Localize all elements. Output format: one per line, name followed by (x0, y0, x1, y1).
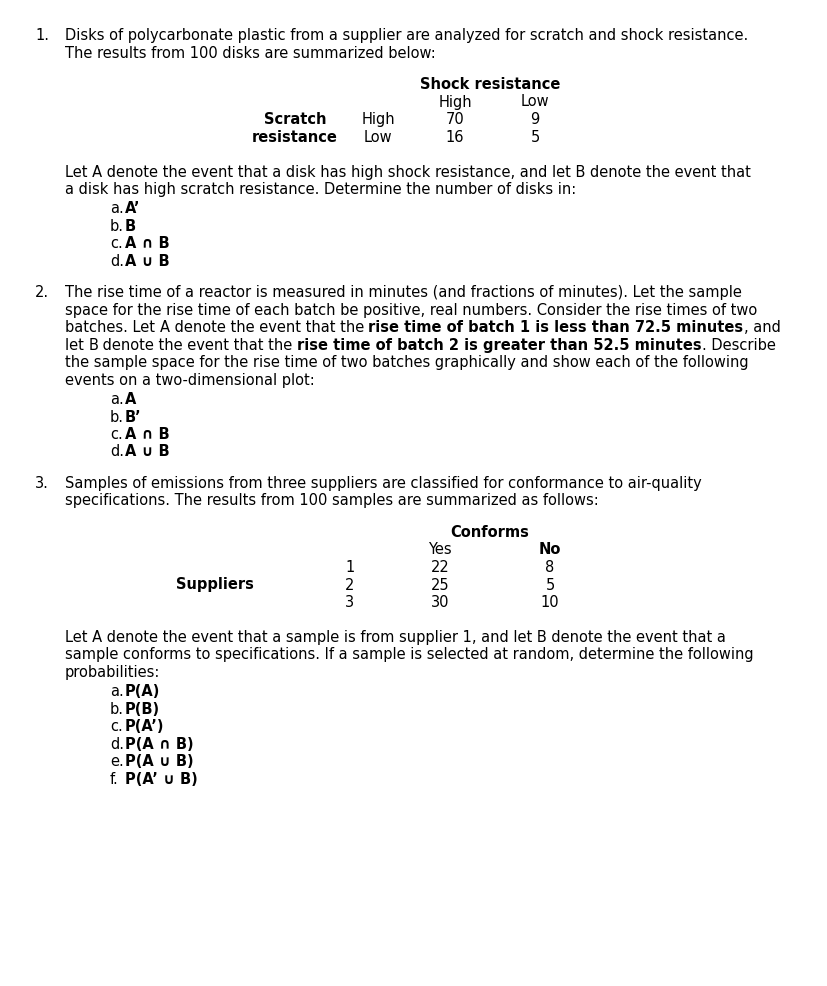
Text: A ∪ B: A ∪ B (125, 253, 170, 268)
Text: Low: Low (521, 95, 549, 109)
Text: High: High (361, 111, 394, 127)
Text: A ∩ B: A ∩ B (125, 236, 170, 251)
Text: probabilities:: probabilities: (65, 665, 160, 679)
Text: A ∩ B: A ∩ B (125, 427, 170, 442)
Text: d.: d. (110, 444, 124, 459)
Text: events on a two-dimensional plot:: events on a two-dimensional plot: (65, 373, 315, 387)
Text: 5: 5 (530, 129, 540, 144)
Text: b.: b. (110, 219, 124, 234)
Text: rise time of batch 1 is less than 72.5 minutes: rise time of batch 1 is less than 72.5 m… (369, 319, 743, 335)
Text: b.: b. (110, 409, 124, 424)
Text: a.: a. (110, 683, 124, 698)
Text: 1: 1 (346, 559, 355, 575)
Text: c.: c. (110, 236, 122, 251)
Text: Shock resistance: Shock resistance (420, 77, 560, 92)
Text: a.: a. (110, 391, 124, 406)
Text: 30: 30 (431, 595, 449, 609)
Text: 1.: 1. (35, 28, 49, 43)
Text: 2: 2 (346, 577, 355, 592)
Text: b.: b. (110, 701, 124, 716)
Text: resistance: resistance (252, 129, 338, 144)
Text: P(A ∩ B): P(A ∩ B) (125, 736, 194, 751)
Text: P(A’): P(A’) (125, 719, 165, 734)
Text: f.: f. (110, 771, 119, 786)
Text: A: A (160, 319, 170, 335)
Text: High: High (438, 95, 472, 109)
Text: denote the event that the: denote the event that the (98, 337, 297, 352)
Text: P(B): P(B) (125, 701, 160, 716)
Text: 5: 5 (545, 577, 555, 592)
Text: P(A’ ∪ B): P(A’ ∪ B) (125, 771, 198, 786)
Text: 16: 16 (446, 129, 464, 144)
Text: . Describe: . Describe (702, 337, 776, 352)
Text: 3.: 3. (35, 475, 49, 490)
Text: Yes: Yes (428, 542, 452, 557)
Text: 25: 25 (431, 577, 449, 592)
Text: B’: B’ (125, 409, 141, 424)
Text: 70: 70 (446, 111, 465, 127)
Text: A ∪ B: A ∪ B (125, 444, 170, 459)
Text: P(A ∪ B): P(A ∪ B) (125, 753, 194, 768)
Text: 2.: 2. (35, 285, 49, 300)
Text: the sample space for the rise time of two batches graphically and show each of t: the sample space for the rise time of tw… (65, 355, 748, 370)
Text: c.: c. (110, 719, 122, 734)
Text: sample conforms to specifications. If a sample is selected at random, determine : sample conforms to specifications. If a … (65, 647, 753, 662)
Text: The rise time of a reactor is measured in minutes (and fractions of minutes). Le: The rise time of a reactor is measured i… (65, 285, 742, 300)
Text: No: No (539, 542, 562, 557)
Text: Let A denote the event that a disk has high shock resistance, and let B denote t: Let A denote the event that a disk has h… (65, 165, 751, 179)
Text: batches. Let: batches. Let (65, 319, 160, 335)
Text: , and: , and (743, 319, 781, 335)
Text: d.: d. (110, 736, 124, 751)
Text: a.: a. (110, 201, 124, 216)
Text: A: A (125, 391, 136, 406)
Text: a disk has high scratch resistance. Determine the number of disks in:: a disk has high scratch resistance. Dete… (65, 181, 576, 197)
Text: 9: 9 (530, 111, 540, 127)
Text: c.: c. (110, 427, 122, 442)
Text: Conforms: Conforms (451, 525, 529, 539)
Text: let: let (65, 337, 88, 352)
Text: Scratch: Scratch (264, 111, 326, 127)
Text: rise time of batch 2 is greater than 52.5 minutes: rise time of batch 2 is greater than 52.… (297, 337, 702, 352)
Text: Suppliers: Suppliers (176, 577, 254, 592)
Text: 3: 3 (346, 595, 355, 609)
Text: denote the event that the: denote the event that the (170, 319, 369, 335)
Text: Low: Low (364, 129, 392, 144)
Text: space for the rise time of each batch be positive, real numbers. Consider the ri: space for the rise time of each batch be… (65, 303, 758, 317)
Text: Disks of polycarbonate plastic from a supplier are analyzed for scratch and shoc: Disks of polycarbonate plastic from a su… (65, 28, 748, 43)
Text: B: B (88, 337, 98, 352)
Text: 8: 8 (545, 559, 555, 575)
Text: A’: A’ (125, 201, 141, 216)
Text: d.: d. (110, 253, 124, 268)
Text: B: B (125, 219, 136, 234)
Text: P(A): P(A) (125, 683, 160, 698)
Text: Let A denote the event that a sample is from supplier 1, and let B denote the ev: Let A denote the event that a sample is … (65, 629, 726, 644)
Text: specifications. The results from 100 samples are summarized as follows:: specifications. The results from 100 sam… (65, 493, 599, 508)
Text: Samples of emissions from three suppliers are classified for conformance to air-: Samples of emissions from three supplier… (65, 475, 702, 490)
Text: e.: e. (110, 753, 124, 768)
Text: 10: 10 (541, 595, 559, 609)
Text: 22: 22 (431, 559, 449, 575)
Text: The results from 100 disks are summarized below:: The results from 100 disks are summarize… (65, 45, 436, 60)
